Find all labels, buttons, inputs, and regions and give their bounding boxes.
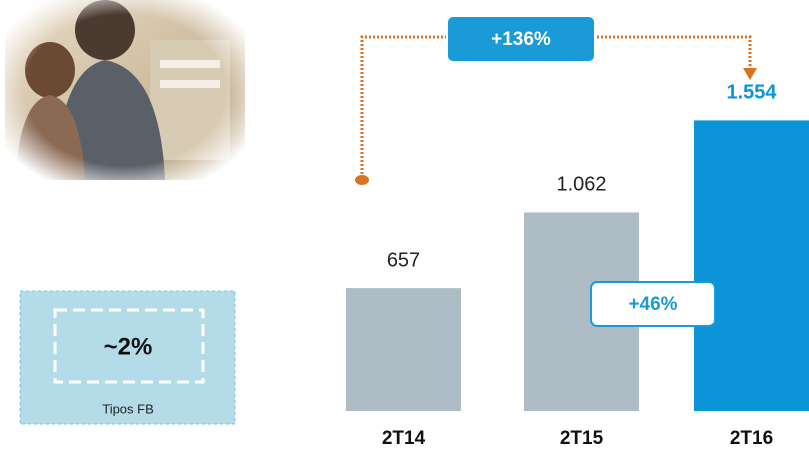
x-tick-label: 2T14	[382, 428, 426, 449]
page: ~2% Tipos FB +136% +46% 657 2T14 1.062 2T15…	[0, 0, 809, 451]
x-tick-label: 2T15	[560, 428, 604, 449]
x-tick-label: 2T16	[730, 428, 773, 449]
bracket-dot	[355, 175, 369, 185]
value-label: 657	[387, 249, 420, 271]
annotation: +46%	[628, 294, 677, 315]
bracket-arrow	[743, 68, 757, 80]
side-box: ~2% Tipos FB	[20, 291, 235, 424]
value-label: 1.554	[726, 82, 777, 104]
side-value: ~2%	[104, 333, 153, 360]
side-label: Tipos FB	[102, 401, 154, 416]
bar	[694, 120, 809, 411]
value-label: 1.062	[556, 174, 606, 196]
annotation: +136%	[491, 29, 551, 50]
chart: ~2% Tipos FB +136% +46% 657 2T14 1.062 2T15…	[0, 0, 809, 451]
bar	[346, 288, 461, 411]
photo	[5, 0, 245, 180]
